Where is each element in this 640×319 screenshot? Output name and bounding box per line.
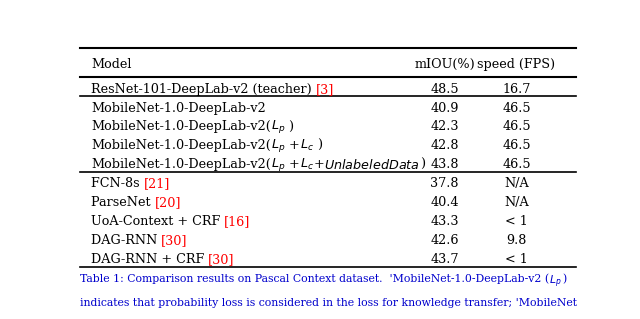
Text: [20]: [20] [154,196,181,209]
Text: 42.3: 42.3 [430,121,459,133]
Text: $L_p$: $L_p$ [271,118,285,136]
Text: [3]: [3] [316,83,334,96]
Text: ): ) [314,139,323,152]
Text: DAG-RNN + CRF: DAG-RNN + CRF [91,253,208,266]
Text: 40.4: 40.4 [430,196,459,209]
Text: speed (FPS): speed (FPS) [477,58,556,71]
Text: mIOU(%): mIOU(%) [414,58,475,71]
Text: 16.7: 16.7 [502,83,531,96]
Text: ResNet-101-DeepLab-v2 (teacher): ResNet-101-DeepLab-v2 (teacher) [91,83,316,96]
Text: UoA-Context + CRF: UoA-Context + CRF [91,215,224,228]
Text: [30]: [30] [161,234,188,247]
Text: +: + [285,158,300,171]
Text: [21]: [21] [143,177,170,190]
Text: 43.7: 43.7 [430,253,459,266]
Text: MobileNet-1.0-DeepLab-v2(: MobileNet-1.0-DeepLab-v2( [91,121,271,133]
Text: $L_p$: $L_p$ [271,156,285,173]
Text: 46.5: 46.5 [502,158,531,171]
Text: Table 1: Comparison results on Pascal Context dataset.  'MobileNet-1.0-DeepLab-v: Table 1: Comparison results on Pascal Co… [80,274,549,285]
Text: +: + [285,139,300,152]
Text: 43.8: 43.8 [430,158,459,171]
Text: 42.6: 42.6 [430,234,459,247]
Text: 40.9: 40.9 [430,101,459,115]
Text: 42.8: 42.8 [430,139,459,152]
Text: 46.5: 46.5 [502,121,531,133]
Text: N/A: N/A [504,177,529,190]
Text: $L_c$: $L_c$ [300,157,314,172]
Text: $UnlabeledData$: $UnlabeledData$ [324,158,420,172]
Text: < 1: < 1 [505,253,528,266]
Text: ParseNet: ParseNet [91,196,154,209]
Text: $L_c$: $L_c$ [300,138,314,153]
Text: 37.8: 37.8 [430,177,459,190]
Text: ): ) [420,158,426,171]
Text: indicates that probability loss is considered in the loss for knowledge transfer: indicates that probability loss is consi… [80,299,577,308]
Text: ): ) [285,121,294,133]
Text: MobileNet-1.0-DeepLab-v2: MobileNet-1.0-DeepLab-v2 [91,101,266,115]
Text: 48.5: 48.5 [430,83,459,96]
Text: DAG-RNN: DAG-RNN [91,234,161,247]
Text: $L_p$: $L_p$ [549,274,562,290]
Text: [30]: [30] [208,253,235,266]
Text: +: + [314,158,324,171]
Text: 43.3: 43.3 [430,215,459,228]
Text: 46.5: 46.5 [502,139,531,152]
Text: [16]: [16] [224,215,250,228]
Text: 9.8: 9.8 [506,234,527,247]
Text: N/A: N/A [504,196,529,209]
Text: FCN-8s: FCN-8s [91,177,143,190]
Text: 46.5: 46.5 [502,101,531,115]
Text: ): ) [562,274,566,284]
Text: MobileNet-1.0-DeepLab-v2(: MobileNet-1.0-DeepLab-v2( [91,158,271,171]
Text: $L_p$: $L_p$ [271,137,285,154]
Text: < 1: < 1 [505,215,528,228]
Text: Model: Model [91,58,131,71]
Text: MobileNet-1.0-DeepLab-v2(: MobileNet-1.0-DeepLab-v2( [91,139,271,152]
